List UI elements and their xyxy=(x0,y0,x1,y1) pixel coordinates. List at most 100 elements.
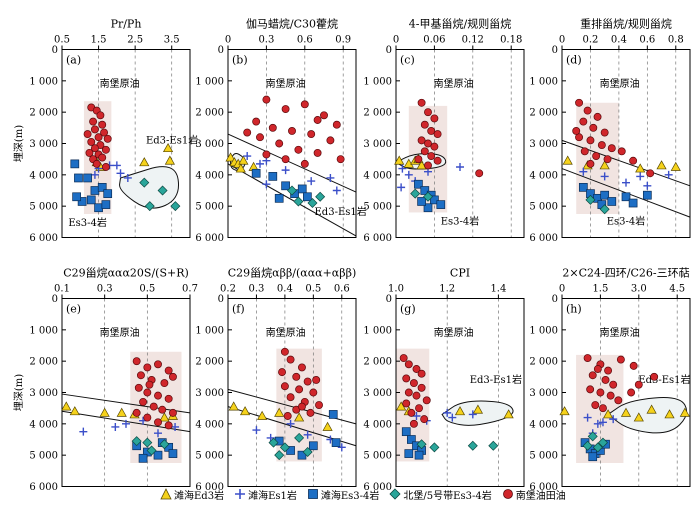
y-tick-label: 6 000 xyxy=(529,482,558,493)
x-tick-label: 0.4 xyxy=(277,284,293,295)
legend: 滩海Ed3岩 滩海Es1岩 滩海Es3-4岩 北堡/5号带Es3-4岩 南堡油田… xyxy=(160,484,700,504)
data-point-circle xyxy=(281,155,290,164)
data-point-plus xyxy=(262,180,271,189)
y-tick-label: 5 000 xyxy=(195,451,224,462)
data-point-triangle xyxy=(559,406,570,416)
y-axis-label: 埋深(m) xyxy=(13,374,25,411)
data-point-circle xyxy=(475,169,484,178)
legend-item: 滩海Es1岩 xyxy=(234,487,297,502)
y-tick-label: 2 000 xyxy=(195,357,224,368)
panel-label: (c) xyxy=(400,54,415,67)
y-tick-label: 4 000 xyxy=(195,170,224,181)
data-point-triangle xyxy=(599,160,610,170)
x-tick-label: 0.3 xyxy=(258,35,274,46)
data-point-circle xyxy=(629,361,638,370)
y-tick-label: 4 000 xyxy=(363,419,392,430)
data-point-plus xyxy=(456,163,464,171)
data-point-square xyxy=(101,200,111,209)
data-point-circle xyxy=(145,380,154,389)
panel-label: (f) xyxy=(232,303,245,316)
annotation-label: 南堡原油 xyxy=(266,326,306,339)
y-tick-label: 5 000 xyxy=(529,451,558,462)
data-point-plus xyxy=(286,419,295,428)
data-point-plus xyxy=(643,181,652,190)
data-point-circle xyxy=(597,141,606,150)
data-point-diamond xyxy=(429,442,440,453)
annotation-label: 南堡原油 xyxy=(100,326,140,339)
data-point-triangle xyxy=(416,160,427,170)
data-point-triangle xyxy=(162,142,174,153)
y-tick-label: 0 xyxy=(218,45,224,56)
data-point-circle xyxy=(160,379,169,388)
chart-panel: 重排甾烷/规则甾烷 0 0.2 0.4 0.6 0.8 0 1 000 2 000 3 000 4 … xyxy=(529,17,691,244)
y-tick-label: 1 000 xyxy=(363,325,392,336)
data-point-circle xyxy=(417,98,426,107)
chart-title: C29甾烷ααα20S/(S+R) xyxy=(63,266,189,280)
data-point-diamond xyxy=(488,440,499,451)
envelope xyxy=(119,166,180,209)
y-tick-label: 5 000 xyxy=(29,202,58,213)
data-point-circle xyxy=(603,155,612,164)
chart-panel: CPI 1.0 1.2 1.4 0 1 000 2 000 3 000 4 000 5 000 6 … xyxy=(363,267,525,493)
data-point-circle xyxy=(420,147,429,156)
data-point-circle xyxy=(606,391,615,400)
data-point-circle xyxy=(281,105,290,113)
x-tick-label: 0.12 xyxy=(462,35,484,46)
data-point-triangle xyxy=(635,163,646,173)
data-point-circle xyxy=(422,396,431,405)
y-tick-label: 2 000 xyxy=(195,108,224,119)
panel-label: (e) xyxy=(66,303,81,316)
data-point-plus xyxy=(448,413,457,422)
data-point-square xyxy=(423,203,433,213)
data-point-diamond xyxy=(139,177,150,188)
x-tick-label: 1.5 xyxy=(91,35,107,46)
y-tick-label: 0 xyxy=(52,45,58,56)
y-tick-label: 4 000 xyxy=(29,170,58,181)
x-tick-label: 3.0 xyxy=(631,284,647,295)
data-point-circle xyxy=(617,147,626,156)
data-point-square xyxy=(436,200,446,209)
data-point-square xyxy=(607,197,617,206)
data-point-circle xyxy=(313,116,322,124)
data-point-square xyxy=(407,435,416,444)
y-tick-label: 6 000 xyxy=(195,233,224,244)
data-point-plus xyxy=(397,183,406,192)
data-point-circle xyxy=(283,412,292,420)
panel-label: (a) xyxy=(66,54,81,67)
data-point-triangle xyxy=(602,409,614,419)
data-point-square xyxy=(600,190,610,200)
x-tick-label: 1.0 xyxy=(388,284,404,295)
data-point-circle xyxy=(298,402,306,411)
y-tick-label: 2 000 xyxy=(29,357,58,368)
data-point-circle xyxy=(243,128,252,137)
data-point-triangle xyxy=(257,410,268,420)
data-point-square xyxy=(297,184,307,194)
y-tick-label: 2 000 xyxy=(363,357,392,368)
legend-label: 滩海Ed3岩 xyxy=(174,490,225,502)
data-point-square xyxy=(97,183,107,192)
data-point-circle xyxy=(320,111,328,120)
x-tick-label: 0 xyxy=(559,35,565,46)
y-tick-label: 6 000 xyxy=(29,233,58,244)
chart-panel: 2×C24-四环/C26-三环萜 0 1.5 3.0 4.5 0 1 000 2 000 3 0… xyxy=(529,267,690,494)
data-point-circle xyxy=(101,163,110,171)
data-point-circle xyxy=(592,152,601,160)
annotation-label: 南堡原油 xyxy=(100,77,140,90)
data-point-diamond xyxy=(131,436,142,447)
data-point-circle xyxy=(591,401,600,409)
data-point-circle xyxy=(103,134,112,143)
data-point-circle xyxy=(313,148,322,157)
chart-title: 伽马蜡烷/C30藿烷 xyxy=(246,17,338,31)
data-point-circle xyxy=(402,399,411,408)
panel-label: (g) xyxy=(400,303,416,316)
x-tick-label: 0.4 xyxy=(611,35,627,46)
annotation-label: 南堡原油 xyxy=(434,326,474,339)
data-point-circle xyxy=(143,388,152,397)
y-tick-label: 3 000 xyxy=(29,388,58,399)
data-point-square xyxy=(578,183,588,192)
data-point-triangle xyxy=(670,161,681,171)
data-point-circle xyxy=(280,382,289,391)
square-icon xyxy=(307,489,318,499)
data-point-square xyxy=(274,193,284,203)
